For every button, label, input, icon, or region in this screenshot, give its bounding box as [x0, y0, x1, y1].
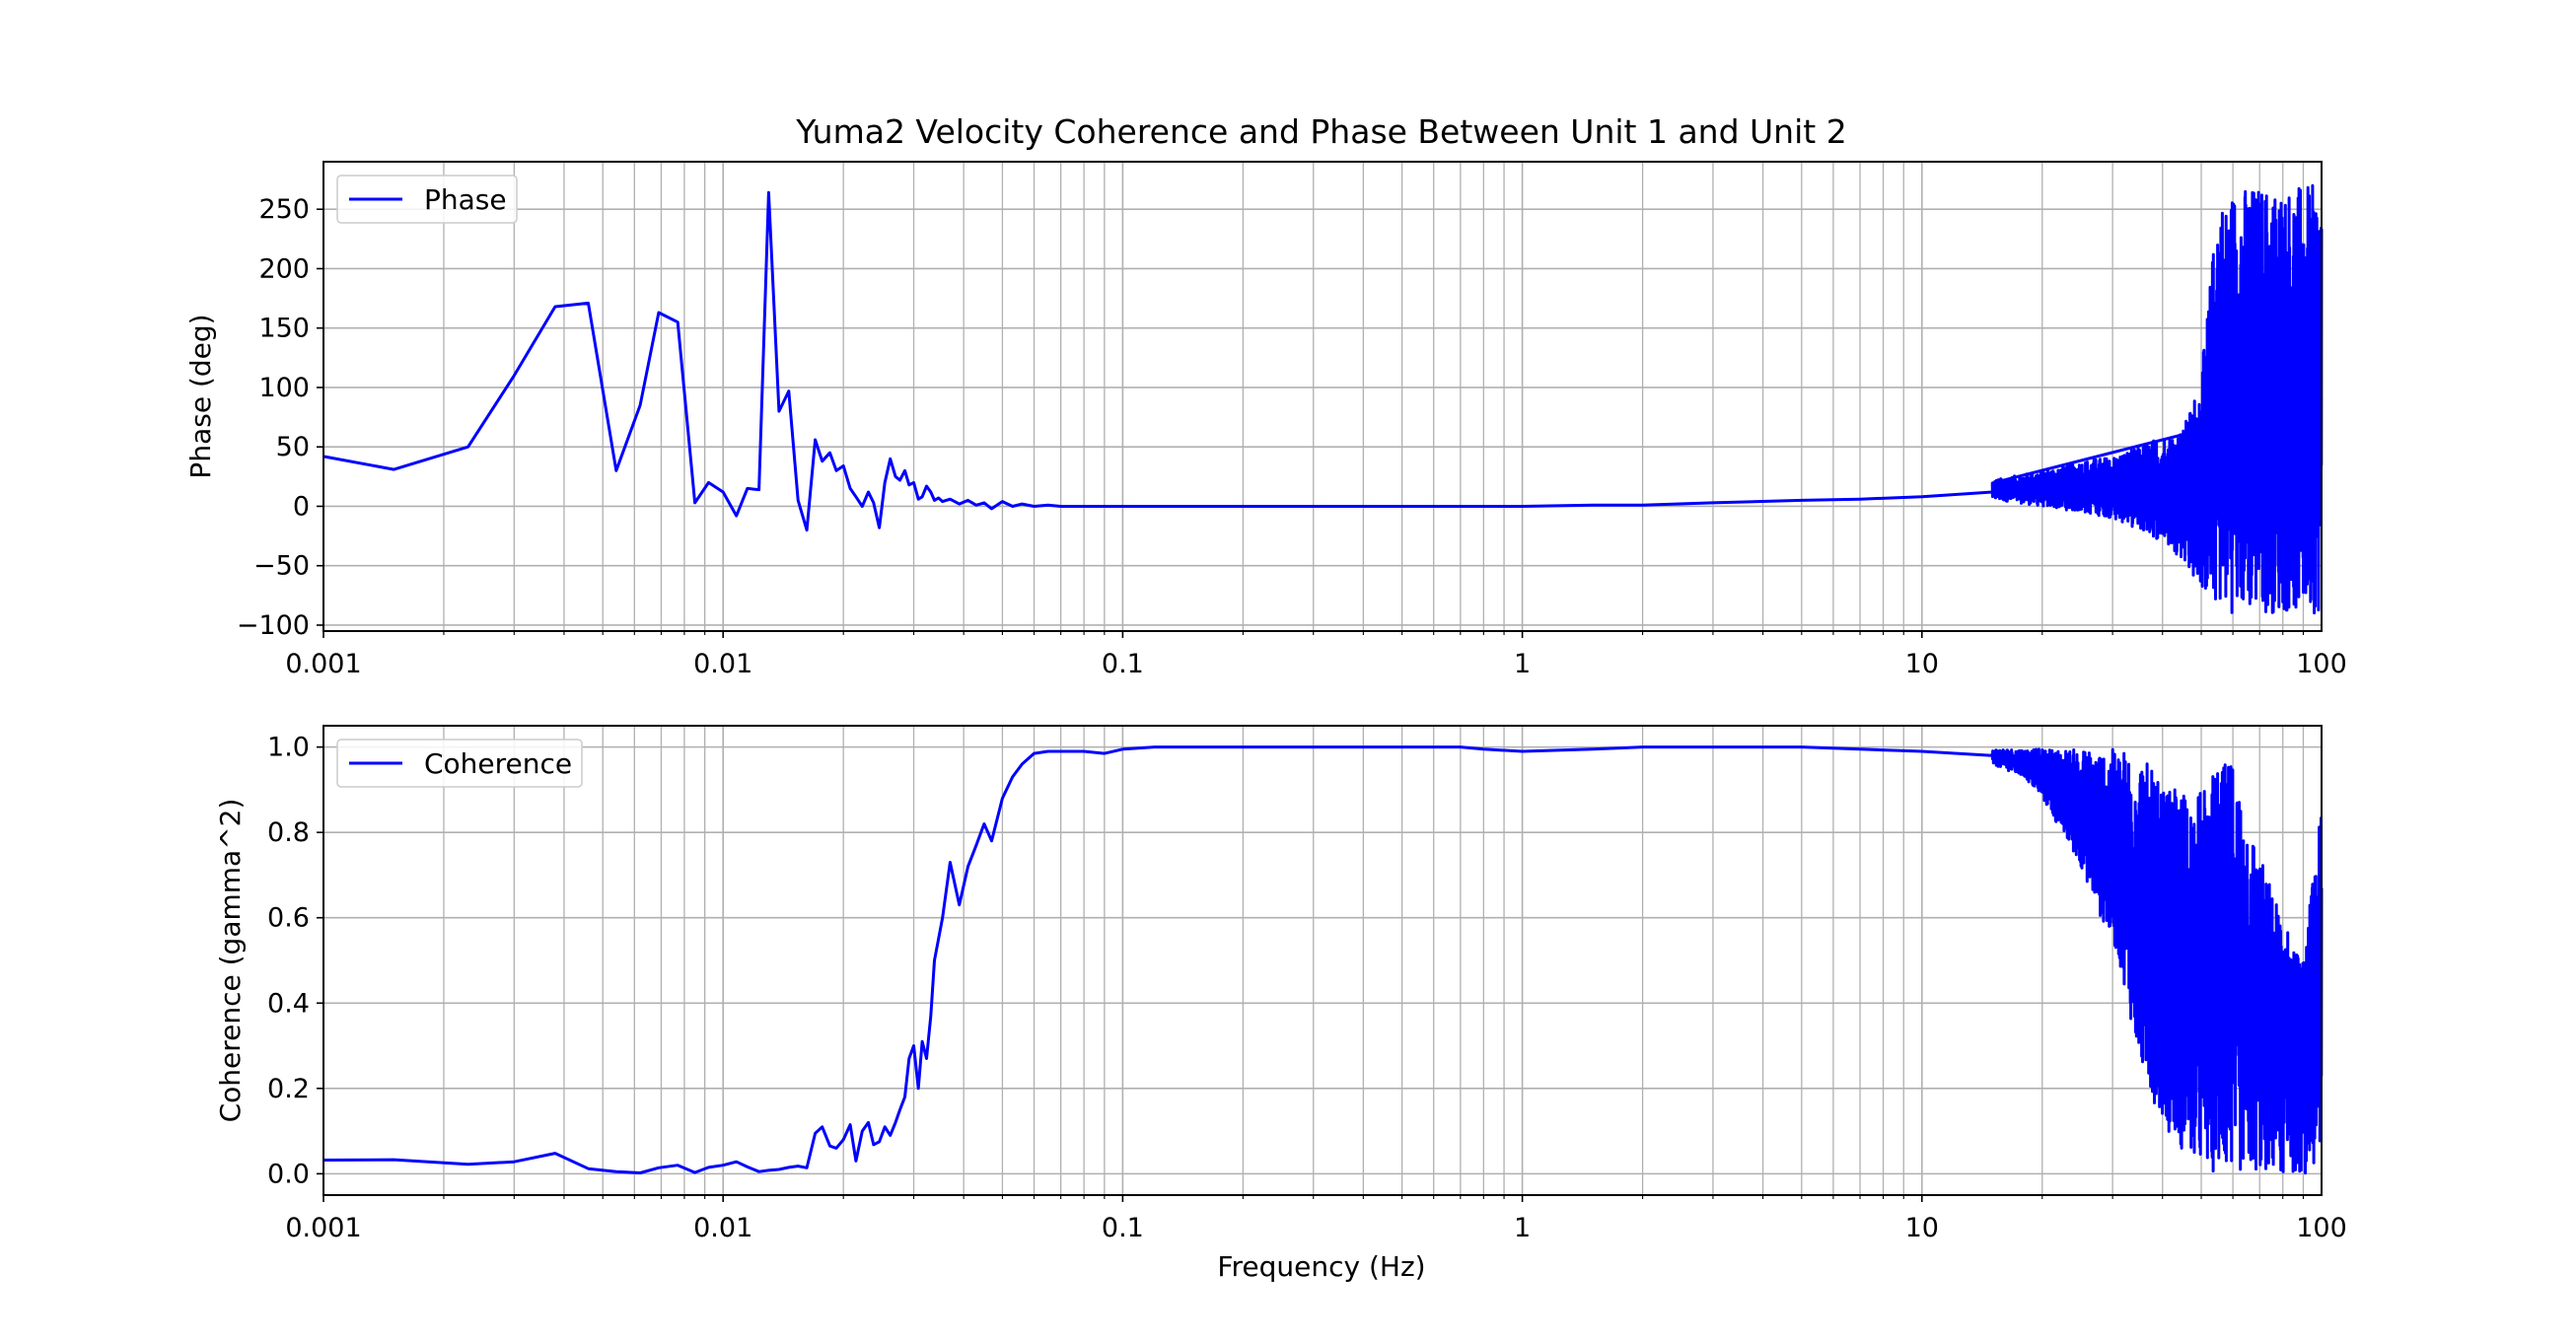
x-tick-label: 10 — [1905, 1213, 1939, 1243]
y-tick-label: 150 — [258, 314, 310, 344]
y-tick-label: 0.4 — [267, 988, 310, 1019]
y-tick-label: 0.6 — [267, 903, 310, 934]
x-tick-label: 100 — [2296, 649, 2347, 679]
y-tick-label: 0.2 — [267, 1074, 310, 1104]
coherence-legend: Coherence — [336, 739, 583, 788]
y-tick-label: 0 — [293, 491, 310, 522]
series-line-coherence — [322, 745, 2324, 1175]
x-tick-label: 0.001 — [285, 1213, 361, 1243]
x-tick-label: 100 — [2296, 1213, 2347, 1243]
y-tick-label: 250 — [258, 194, 310, 225]
coherence-axes-frame — [322, 725, 2323, 1196]
x-tick-label: 0.01 — [693, 1213, 752, 1243]
phase-data — [322, 183, 2324, 615]
phase-y-axis-label: Phase (deg) — [184, 314, 217, 478]
legend-frame — [336, 739, 583, 788]
phase-ticks: −100 −50 0 50 100 150 200 250 0.001 0.01 0.1 1 10 100 — [237, 194, 2347, 679]
x-tick-label: 1 — [1514, 1213, 1531, 1243]
phase-axes-frame — [322, 161, 2323, 632]
legend-label-phase: Phase — [424, 183, 507, 216]
legend-frame — [336, 175, 518, 224]
coherence-y-axis-label: Coherence (gamma^2) — [214, 799, 247, 1123]
x-axis-label: Frequency (Hz) — [1217, 1250, 1425, 1283]
y-tick-label: 100 — [258, 373, 310, 403]
y-tick-label: −100 — [237, 610, 310, 641]
x-tick-label: 0.1 — [1102, 1213, 1144, 1243]
series-line-phase — [322, 183, 2324, 615]
y-tick-label: −50 — [253, 551, 310, 582]
x-tick-label: 0.01 — [693, 649, 752, 679]
legend-label-coherence: Coherence — [424, 747, 572, 780]
phase-subplot: −100 −50 0 50 100 150 200 250 0.001 0.01 0.1 1 10 100… — [184, 161, 2347, 679]
figure-title: Yuma2 Velocity Coherence and Phase Betwe… — [795, 112, 1846, 151]
x-tick-label: 1 — [1514, 649, 1531, 679]
x-tick-label: 10 — [1905, 649, 1939, 679]
x-tick-label: 0.1 — [1102, 649, 1144, 679]
coherence-ticks: 0.0 0.2 0.4 0.6 0.8 1.0 0.001 0.01 0.1 1 10 100 — [267, 733, 2347, 1243]
y-tick-label: 50 — [276, 432, 310, 462]
coherence-data — [322, 745, 2324, 1175]
coherence-subplot: 0.0 0.2 0.4 0.6 0.8 1.0 0.001 0.01 0.1 1 10 100 Coh… — [214, 725, 2347, 1283]
y-tick-label: 200 — [258, 253, 310, 284]
phase-legend: Phase — [336, 175, 518, 224]
x-tick-label: 0.001 — [285, 649, 361, 679]
y-tick-label: 0.0 — [267, 1159, 310, 1189]
y-tick-label: 0.8 — [267, 817, 310, 848]
y-tick-label: 1.0 — [267, 733, 310, 763]
